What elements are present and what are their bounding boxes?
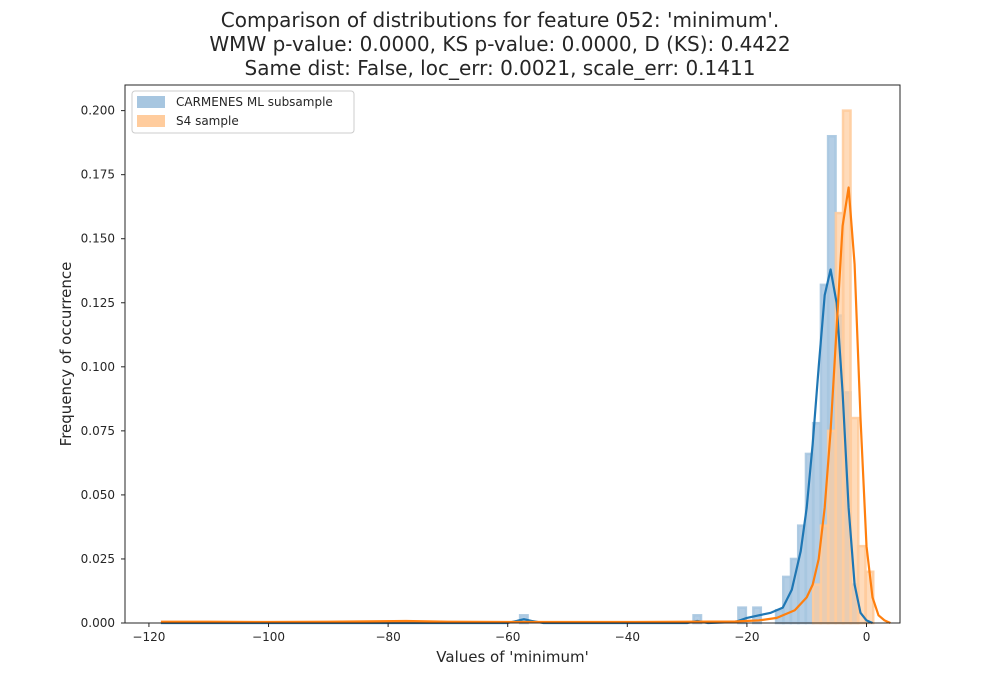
title-line-2: WMW p-value: 0.0000, KS p-value: 0.0000,…: [209, 32, 791, 56]
x-axis-label: Values of 'minimum': [436, 648, 588, 666]
kde-line-1: [160, 186, 891, 625]
plot-frame: [124, 84, 901, 624]
x-tick-label: −120: [132, 630, 165, 644]
kde-curves: [160, 186, 891, 625]
y-axis-label: Frequency of occurrence: [57, 262, 75, 447]
y-tick-label: 0.200: [81, 104, 115, 118]
y-tick-label: 0.150: [81, 232, 115, 246]
kde-line-0: [160, 268, 873, 625]
y-tick-label: 0.075: [81, 424, 115, 438]
y-axis: 0.000 0.025 0.050 0.075 0.100 0.125 0.150 0.175…: [81, 104, 125, 630]
y-tick-label: 0.050: [81, 488, 115, 502]
x-axis: −120 −100 −80 −60 −40 −20 0: [132, 623, 870, 644]
legend-label: S4 sample: [176, 114, 239, 128]
legend: CARMENES ML subsample S4 sample: [131, 90, 355, 134]
legend-box: [131, 90, 355, 134]
x-tick-label: −40: [615, 630, 640, 644]
legend-swatch: [137, 96, 165, 108]
y-tick-label: 0.025: [81, 552, 115, 566]
y-tick-label: 0.125: [81, 296, 115, 310]
legend-swatch: [137, 115, 165, 127]
histogram-bar: [811, 583, 822, 625]
x-tick-label: −20: [734, 630, 759, 644]
chart-title: Comparison of distributions for feature …: [0, 8, 1000, 80]
legend-label: CARMENES ML subsample: [176, 95, 333, 109]
series-bars-0: [518, 134, 860, 625]
x-tick-label: −80: [375, 630, 400, 644]
title-line-3: Same dist: False, loc_err: 0.0021, scale…: [244, 56, 756, 80]
x-tick-label: −100: [252, 630, 285, 644]
y-tick-label: 0.100: [81, 360, 115, 374]
x-tick-label: −60: [495, 630, 520, 644]
y-tick-label: 0.175: [81, 168, 115, 182]
title-line-1: Comparison of distributions for feature …: [220, 8, 780, 32]
y-tick-label: 0.000: [81, 616, 115, 630]
x-tick-label: 0: [863, 630, 871, 644]
